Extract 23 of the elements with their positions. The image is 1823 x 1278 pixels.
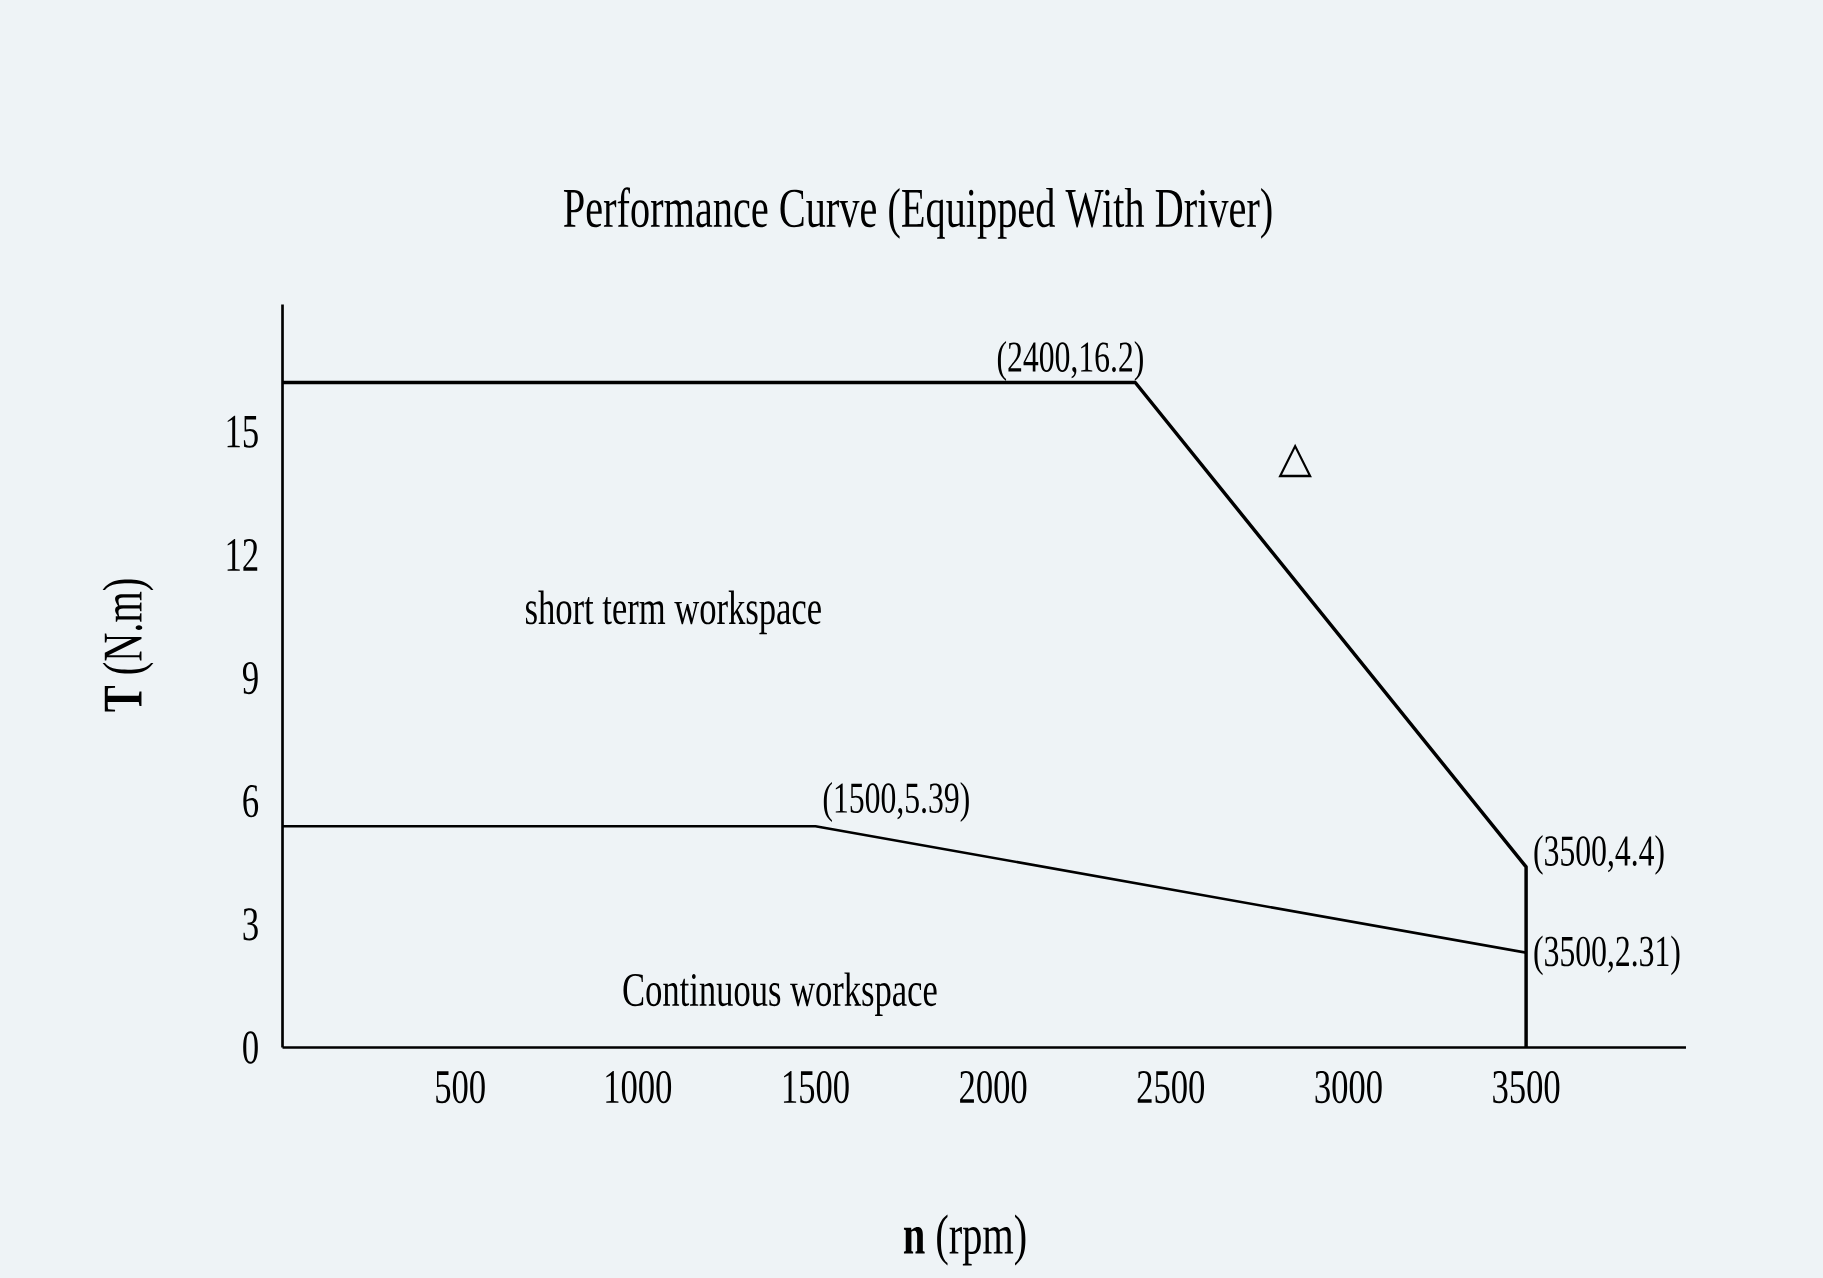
x-tick-label: 1000 bbox=[606, 1070, 672, 1104]
x-tick-label: 1500 bbox=[783, 1070, 849, 1104]
y-axis-title: T (N.m) bbox=[102, 579, 154, 712]
y-tick-label: 9 bbox=[242, 661, 258, 695]
x-tick-label: 3500 bbox=[1493, 1070, 1560, 1104]
annotation: (3500,2.31) bbox=[1534, 935, 1680, 976]
x-tick-label: 2500 bbox=[1137, 1070, 1205, 1104]
x-axis-title: n (rpm) bbox=[903, 1214, 1026, 1266]
chart-title: Performance Curve (Equipped With Driver) bbox=[563, 187, 1272, 239]
x-tick-label: 2000 bbox=[960, 1070, 1027, 1104]
annotation: short term workspace bbox=[526, 590, 821, 635]
annotation: (1500,5.39) bbox=[823, 782, 969, 822]
x-tick-label: 500 bbox=[436, 1070, 485, 1104]
y-tick-label: 12 bbox=[227, 539, 258, 571]
y-tick-label: 0 bbox=[243, 1031, 258, 1064]
annotation: (2400,16.2) bbox=[997, 340, 1143, 381]
y-tick-label: 15 bbox=[227, 415, 258, 448]
y-tick-label: 6 bbox=[243, 785, 259, 818]
annotation: Continuous workspace bbox=[623, 972, 937, 1016]
y-tick-label: 3 bbox=[243, 908, 258, 941]
annotation: △ bbox=[1278, 443, 1312, 478]
annotation: (3500,4.4) bbox=[1534, 834, 1664, 875]
x-tick-label: 3000 bbox=[1315, 1070, 1382, 1104]
